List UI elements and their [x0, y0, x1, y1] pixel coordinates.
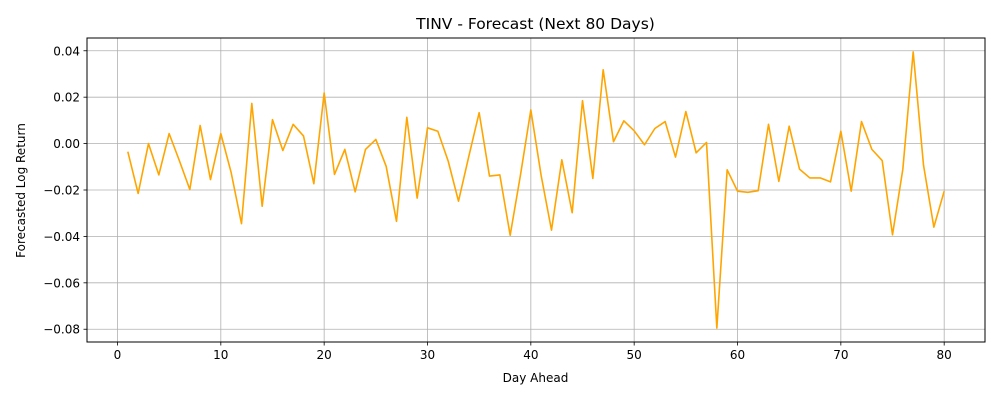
- y-axis-title: Forecasted Log Return: [14, 123, 28, 258]
- chart-title: TINV - Forecast (Next 80 Days): [415, 15, 655, 33]
- x-tick-label: 20: [317, 348, 332, 362]
- y-tick-label: −0.08: [43, 323, 80, 337]
- axis-ticks: 0 10 20 30 40 50 60 70 80 0.04 0.02 0.00 −0.02 −0.04 −…: [43, 44, 952, 362]
- y-tick-label: 0.02: [53, 91, 80, 105]
- x-tick-label: 70: [833, 348, 848, 362]
- y-tick-label: 0.04: [53, 44, 80, 58]
- x-tick-label: 60: [730, 348, 745, 362]
- y-tick-label: 0.00: [53, 137, 80, 151]
- y-tick-label: −0.06: [43, 276, 80, 290]
- forecast-series-line: [127, 51, 945, 329]
- x-tick-label: 50: [627, 348, 642, 362]
- x-tick-label: 10: [213, 348, 228, 362]
- y-tick-label: −0.02: [43, 184, 80, 198]
- y-tick-label: −0.04: [43, 230, 80, 244]
- series-layer: [127, 51, 945, 329]
- x-tick-label: 80: [937, 348, 952, 362]
- x-tick-label: 30: [420, 348, 435, 362]
- grid: [87, 38, 985, 342]
- x-axis-title: Day Ahead: [503, 371, 569, 385]
- x-tick-label: 0: [114, 348, 122, 362]
- x-tick-label: 40: [523, 348, 538, 362]
